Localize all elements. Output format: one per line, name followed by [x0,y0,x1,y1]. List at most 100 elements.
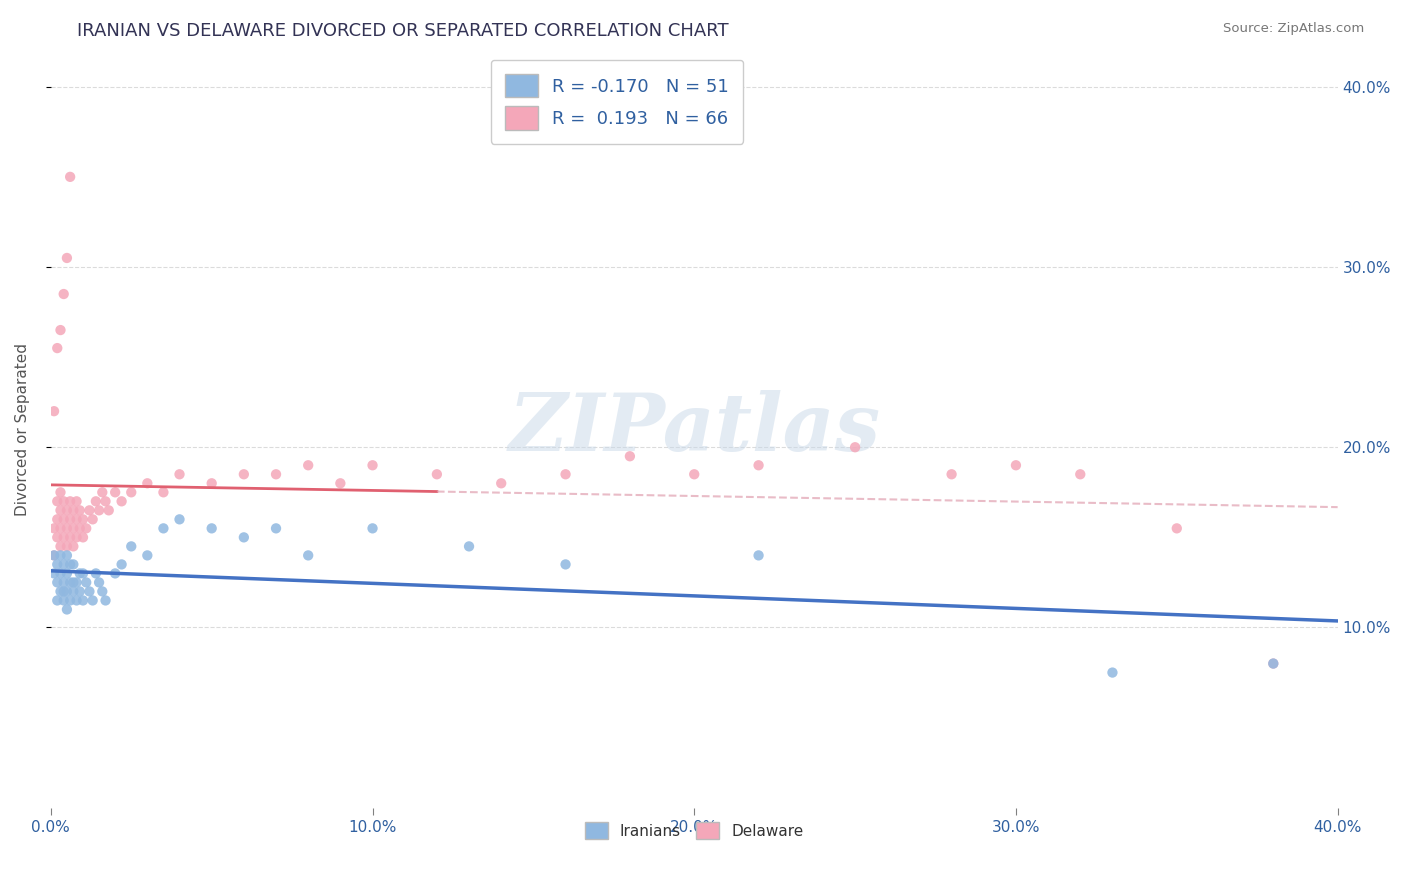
Point [1263,657,1285,671]
Point [169,467,191,482]
Point [65,512,87,526]
Point [62,584,84,599]
Point [120,540,142,554]
Point [120,485,142,500]
Point [42,566,65,581]
Point [62,540,84,554]
Point [59,169,82,184]
Point [49,323,72,337]
Point [152,485,174,500]
Point [1166,521,1188,535]
Point [297,549,319,563]
Point [84,494,107,508]
Point [361,458,384,473]
Point [46,494,69,508]
Point [56,584,79,599]
Point [42,549,65,563]
Point [42,549,65,563]
Point [232,530,254,544]
Point [82,512,104,526]
Point [62,575,84,590]
Point [59,494,82,508]
Point [554,558,576,572]
Point [1005,458,1028,473]
Point [91,485,114,500]
Point [69,503,91,517]
Point [59,530,82,544]
Point [264,467,287,482]
Point [201,521,224,535]
Point [748,458,770,473]
Point [56,251,79,265]
Point [52,530,75,544]
Point [62,558,84,572]
Point [458,540,481,554]
Point [52,575,75,590]
Point [619,449,641,463]
Y-axis label: Divorced or Separated: Divorced or Separated [15,343,30,516]
Point [49,521,72,535]
Point [46,593,69,607]
Point [65,593,87,607]
Point [56,549,79,563]
Point [554,467,576,482]
Point [65,530,87,544]
Point [104,485,127,500]
Point [1069,467,1091,482]
Point [75,575,97,590]
Point [46,558,69,572]
Point [49,549,72,563]
Point [72,593,94,607]
Point [87,575,110,590]
Point [46,530,69,544]
Point [49,584,72,599]
Point [52,558,75,572]
Point [110,494,132,508]
Point [232,467,254,482]
Point [941,467,963,482]
Point [52,494,75,508]
Point [56,602,79,616]
Point [69,521,91,535]
Point [91,584,114,599]
Point [69,566,91,581]
Point [72,566,94,581]
Point [56,566,79,581]
Point [683,467,706,482]
Point [87,503,110,517]
Point [59,512,82,526]
Point [152,521,174,535]
Point [361,521,384,535]
Point [136,549,159,563]
Point [49,503,72,517]
Point [1101,665,1123,680]
Point [59,575,82,590]
Point [426,467,449,482]
Point [201,476,224,491]
Point [297,458,319,473]
Point [52,584,75,599]
Point [110,558,132,572]
Point [52,512,75,526]
Point [42,521,65,535]
Point [136,476,159,491]
Point [65,575,87,590]
Point [52,287,75,301]
Point [62,521,84,535]
Point [169,512,191,526]
Point [49,566,72,581]
Point [329,476,352,491]
Point [844,440,866,454]
Point [79,503,101,517]
Point [72,530,94,544]
Point [75,521,97,535]
Point [65,494,87,508]
Point [1263,657,1285,671]
Point [489,476,512,491]
Point [52,593,75,607]
Point [79,584,101,599]
Text: ZIPatlas: ZIPatlas [508,391,880,468]
Point [82,593,104,607]
Text: Source: ZipAtlas.com: Source: ZipAtlas.com [1223,22,1364,36]
Text: IRANIAN VS DELAWARE DIVORCED OR SEPARATED CORRELATION CHART: IRANIAN VS DELAWARE DIVORCED OR SEPARATE… [77,22,728,40]
